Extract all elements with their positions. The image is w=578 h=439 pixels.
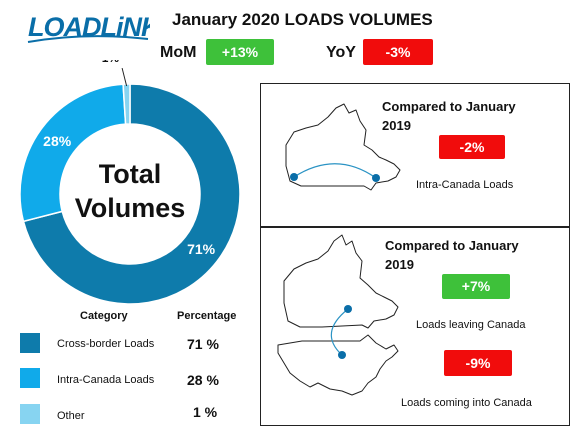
legend-category-header: Category xyxy=(80,310,128,322)
legend-swatch-other xyxy=(20,404,40,424)
donut-chart: 71% 28% 1% Total Volumes xyxy=(19,60,241,305)
center-label-line2: Volumes xyxy=(75,193,186,223)
slice-label-intra-canada: 28% xyxy=(43,133,72,149)
legend-category-other: Other xyxy=(57,410,85,422)
coming-canada-caption: Loads coming into Canada xyxy=(401,397,532,409)
mom-badge: +13% xyxy=(206,39,274,65)
cross-panel-heading-line2: 2019 xyxy=(385,257,414,272)
yoy-label: YoY xyxy=(326,44,356,61)
yoy-badge: -3% xyxy=(363,39,433,65)
page-title: January 2020 LOADS VOLUMES xyxy=(172,10,433,29)
slice-label-other: 1% xyxy=(102,60,120,65)
legend-percentage-cross-border: 71 % xyxy=(187,336,219,352)
loadlink-logo: LOADLiNK xyxy=(27,12,150,43)
legend-category-intra-canada: Intra-Canada Loads xyxy=(57,374,155,386)
cross-panel-heading-line1: Compared to January xyxy=(385,238,519,253)
leaving-canada-caption: Loads leaving Canada xyxy=(416,319,526,331)
intra-panel-heading-line2: 2019 xyxy=(382,118,411,133)
legend-percentage-intra-canada: 28 % xyxy=(187,372,219,388)
legend-percentage-header: Percentage xyxy=(177,310,237,322)
slice-cross-border xyxy=(22,83,241,305)
north-america-map xyxy=(277,234,399,396)
legend-percentage-other: 1 % xyxy=(193,404,218,420)
canada-map-intra xyxy=(285,103,401,191)
leaving-canada-badge: +7% xyxy=(442,274,510,299)
legend-swatch-cross-border xyxy=(20,333,40,353)
legend-swatch-intra-canada xyxy=(20,368,40,388)
slice-label-cross-border: 71% xyxy=(187,241,216,257)
cross-border-panel xyxy=(260,227,570,426)
coming-canada-badge: -9% xyxy=(444,350,512,376)
slice-label-leader xyxy=(121,67,128,87)
intra-canada-caption: Intra-Canada Loads xyxy=(416,179,514,191)
center-label-line1: Total xyxy=(99,159,162,189)
mom-label: MoM xyxy=(160,44,197,61)
intra-panel-heading-line1: Compared to January xyxy=(382,99,516,114)
slice-other xyxy=(122,83,131,125)
slice-intra-canada xyxy=(19,83,127,223)
legend-category-cross-border: Cross-border Loads xyxy=(57,338,155,350)
intra-canada-badge: -2% xyxy=(439,135,505,159)
intra-canada-panel xyxy=(260,83,570,227)
